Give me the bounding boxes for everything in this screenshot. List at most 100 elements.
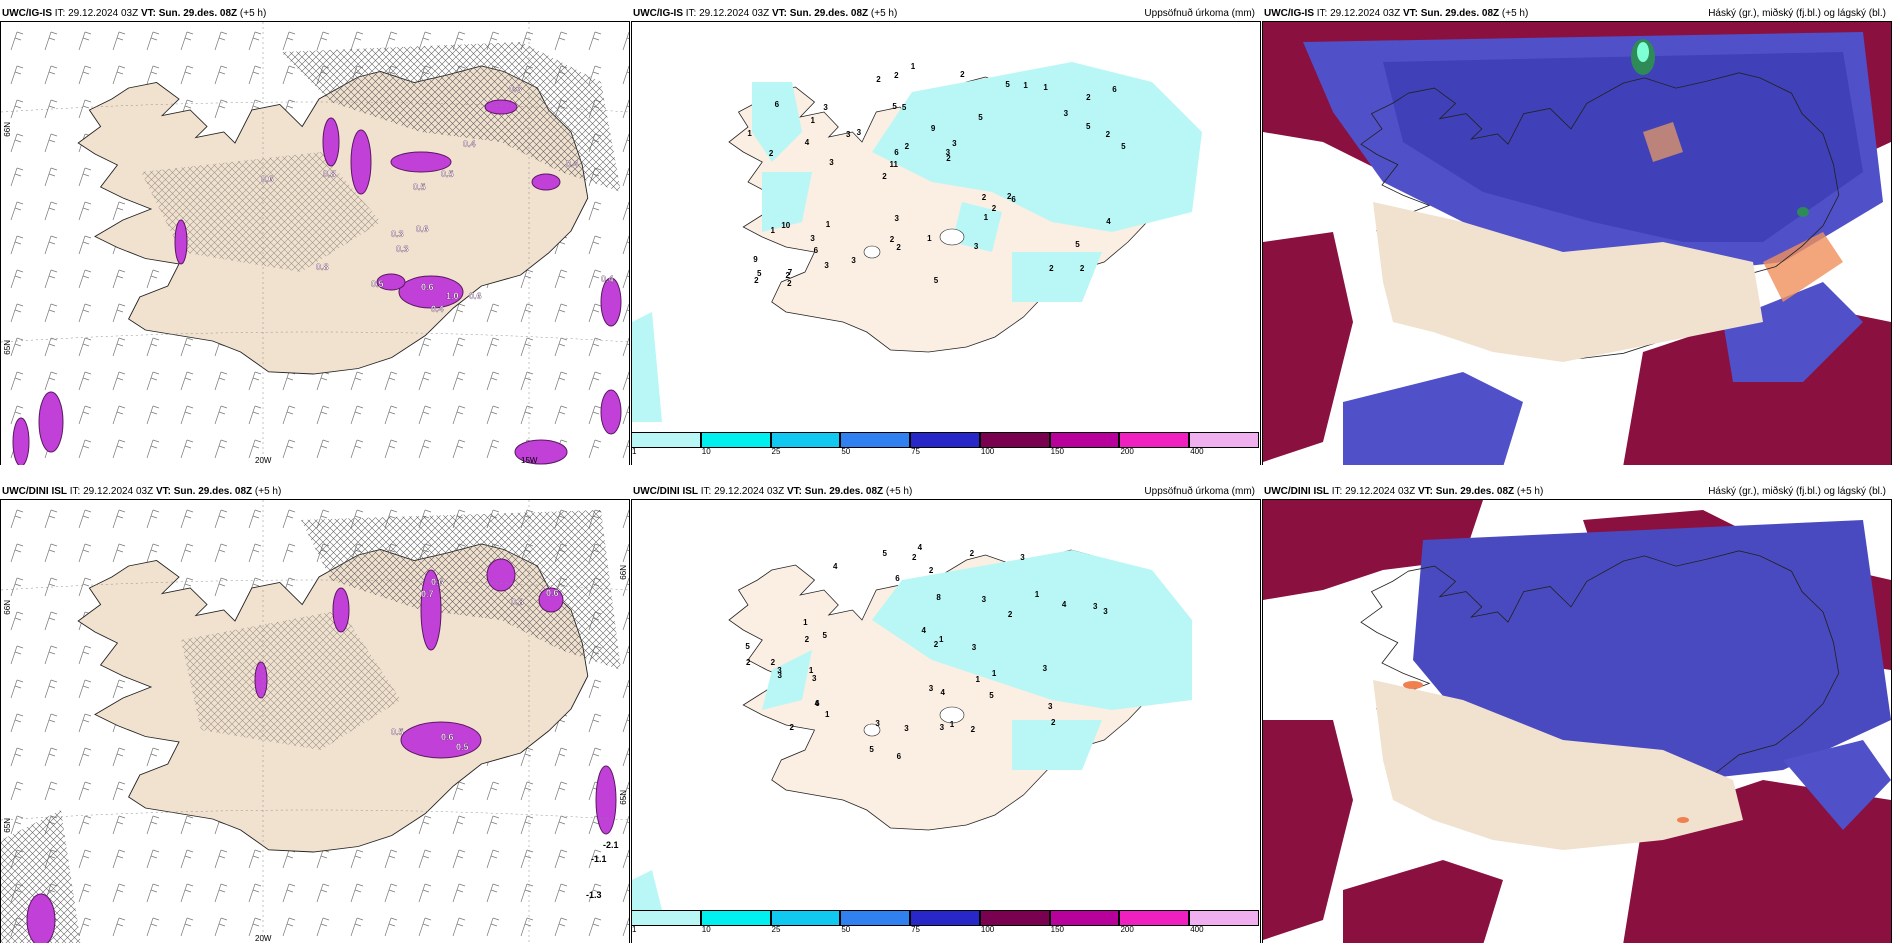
precip-map bbox=[632, 549, 1192, 910]
precip-value: 3 bbox=[856, 128, 862, 137]
precip-map bbox=[632, 62, 1202, 422]
precip-value: 2 bbox=[896, 242, 901, 252]
temp-label: -2.1 bbox=[603, 840, 619, 850]
temp-label: 0.6 bbox=[421, 282, 434, 292]
panel-header: UWC/IG-IS IT: 29.12.2024 03Z VT: Sun. 29… bbox=[633, 8, 1255, 19]
temp-label: 0.5 bbox=[456, 742, 469, 752]
map-frame: 2 2 2 2 5 7 5 9 10 3 9 6 5 3 6 6 2 5 2 5 11 2 6 3 5 1 2 5 2 5 3 4 1 3 2 3 5 2… bbox=[631, 21, 1261, 465]
precip-value: 3 bbox=[1042, 663, 1048, 673]
precip-value: 2 bbox=[768, 148, 774, 158]
temp-label: -1.1 bbox=[591, 854, 607, 864]
precip-value: 5 bbox=[822, 631, 827, 641]
precip-value: 2 bbox=[1007, 610, 1013, 620]
temp-label: 0.5 bbox=[371, 279, 384, 289]
precip-value: 10 bbox=[781, 221, 791, 231]
precip-value: 4 bbox=[814, 699, 820, 709]
precip-value: 3 bbox=[777, 665, 782, 675]
precip-value: 3 bbox=[1020, 553, 1025, 563]
precip-value: 1 bbox=[983, 213, 989, 223]
colorbar-label: 200 bbox=[1120, 925, 1134, 934]
lon-label: 20W bbox=[255, 934, 272, 943]
temperature-map: 0.3 0.4 0.5 0.3 0.4 0.6 0.8 0.5 0.6 0.4 … bbox=[1, 22, 629, 465]
map-frame bbox=[1262, 21, 1892, 465]
precip-value: 4 bbox=[940, 688, 945, 698]
precip-value: 3 bbox=[875, 719, 880, 729]
precip-value: 3 bbox=[939, 722, 945, 732]
precip-value: 3 bbox=[824, 261, 829, 271]
precip-value: 4 bbox=[921, 625, 926, 635]
colorbar-label: 25 bbox=[771, 447, 781, 456]
precip-value: 3 bbox=[973, 242, 979, 252]
precip-value: 1 bbox=[808, 666, 814, 676]
colorbar-swatch bbox=[1049, 432, 1120, 448]
cloud-map bbox=[1263, 22, 1891, 465]
map-frame: 0.6 0.5 0.6 0.8 0.6 0.5 0.7 -2.1 -1.1 -1… bbox=[0, 499, 630, 943]
precip-value: 3 bbox=[823, 103, 828, 113]
precip-value: 2 bbox=[804, 635, 810, 645]
temp-label: 0.8 bbox=[323, 169, 336, 179]
temp-label: 0.5 bbox=[413, 182, 426, 192]
map-frame: 0.3 0.4 0.5 0.3 0.4 0.6 0.8 0.5 0.6 0.4 … bbox=[0, 21, 630, 465]
precip-value: 3 bbox=[971, 643, 977, 653]
precip-value: 2 bbox=[1049, 264, 1054, 274]
precip-value: 2 bbox=[1051, 718, 1056, 728]
panel-header: UWC/IG-IS IT: 29.12.2024 03Z VT: Sun. 29… bbox=[1264, 8, 1886, 19]
colorbar-label: 100 bbox=[980, 447, 995, 456]
precip-value: 1 bbox=[770, 225, 775, 235]
colorbar-swatch bbox=[1189, 432, 1259, 448]
precip-value-layer: 2 2 2 2 5 7 5 9 10 3 9 6 5 3 6 6 2 5 2 5 11 2 6 3 5 1 2 5 2 5 3 4 1 3 2 3 5 2… bbox=[632, 22, 1260, 432]
precip-value: 3 bbox=[811, 674, 817, 684]
precip-value: 1 bbox=[810, 116, 815, 126]
lon-label: 20W bbox=[255, 456, 272, 465]
precip-value: 3 bbox=[810, 233, 815, 243]
precip-value: 2 bbox=[933, 640, 939, 650]
colorbar-label: 10 bbox=[701, 925, 711, 934]
precip-value: 6 bbox=[894, 147, 899, 157]
precip-value: 5 bbox=[901, 102, 907, 112]
colorbar-swatch bbox=[631, 432, 701, 448]
precip-value: 1 bbox=[939, 635, 944, 645]
temp-label: 0.3 bbox=[509, 84, 522, 94]
precip-value: 6 bbox=[896, 752, 902, 762]
precip-value: 2 bbox=[789, 723, 794, 733]
precip-value: 3 bbox=[829, 158, 834, 168]
temp-label: 0.5 bbox=[441, 169, 454, 179]
panel-ig-is-precip: UWC/IG-IS IT: 29.12.2024 03Z VT: Sun. 29… bbox=[631, 0, 1261, 465]
precip-value: 3 bbox=[851, 255, 856, 265]
precip-colorbar: 1 10 25 50 75 100 150 200 400 bbox=[631, 910, 1259, 934]
map-frame bbox=[1262, 499, 1892, 943]
precip-value: 2 bbox=[1007, 191, 1012, 201]
colorbar-label: 400 bbox=[1190, 925, 1204, 934]
precip-value: 2 bbox=[928, 566, 934, 576]
precip-value: 2 bbox=[770, 658, 776, 668]
temp-label: 0.3 bbox=[391, 229, 404, 239]
precip-value: 1 bbox=[949, 720, 955, 730]
precip-value: 1 bbox=[1034, 589, 1040, 599]
precip-value: 3 bbox=[777, 670, 782, 680]
colorbar-label: 100 bbox=[980, 925, 995, 934]
precip-value: 2 bbox=[894, 70, 899, 80]
precip-value: 5 bbox=[892, 102, 897, 112]
lat-label: 65N bbox=[3, 340, 12, 355]
precip-value: 2 bbox=[991, 204, 997, 214]
panel-dini-precip: UWC/DINI ISL IT: 29.12.2024 03Z VT: Sun.… bbox=[631, 478, 1261, 943]
precip-value: 4 bbox=[832, 562, 838, 572]
colorbar-swatch bbox=[631, 910, 701, 926]
precip-value: 6 bbox=[895, 574, 900, 584]
colorbar-swatch bbox=[840, 910, 911, 926]
precip-value: 2 bbox=[787, 279, 792, 289]
precip-value: 9 bbox=[930, 123, 936, 133]
colorbar-swatch bbox=[770, 910, 841, 926]
precip-value: 5 bbox=[882, 549, 887, 559]
precip-value: 2 bbox=[960, 69, 965, 79]
precip-value: 6 bbox=[1112, 84, 1117, 94]
temp-label: 0.3 bbox=[396, 244, 409, 254]
colorbar-label: 400 bbox=[1190, 447, 1204, 456]
precip-value: 5 bbox=[1085, 122, 1091, 132]
precip-value: 3 bbox=[981, 595, 987, 605]
precip-value: 4 bbox=[917, 542, 923, 552]
lat-label: 66N bbox=[619, 565, 628, 580]
precip-value: 1 bbox=[910, 62, 916, 72]
precip-value: 2 bbox=[969, 549, 975, 559]
